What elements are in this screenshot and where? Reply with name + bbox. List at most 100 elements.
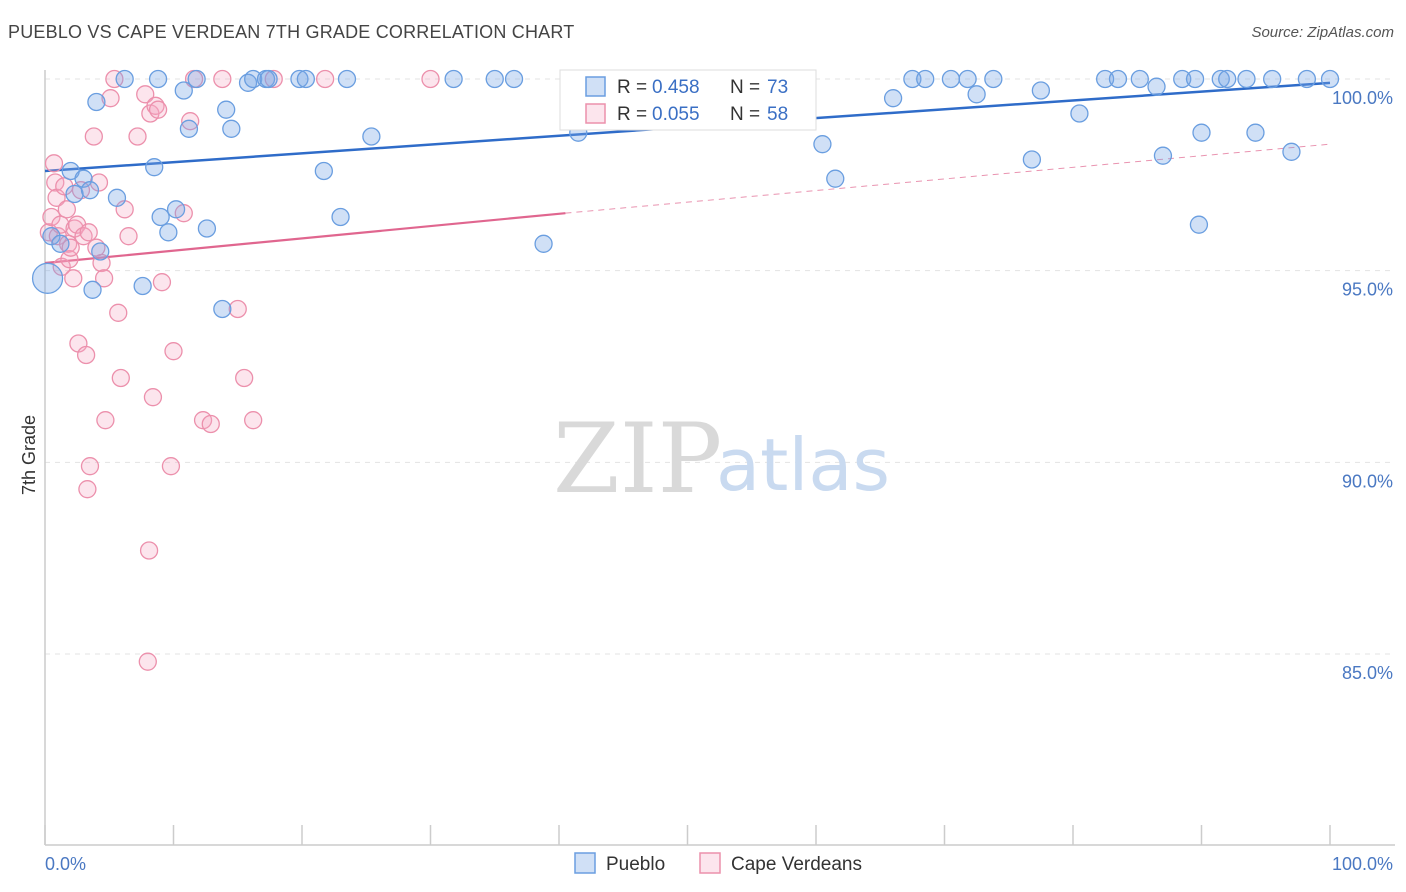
pueblo-n-label: N = bbox=[730, 77, 760, 98]
pueblo-point bbox=[1153, 146, 1173, 165]
pueblo-point bbox=[87, 92, 106, 112]
cape-verdeans-point bbox=[143, 388, 163, 407]
pueblo-point bbox=[151, 207, 170, 227]
pueblo-point bbox=[903, 69, 922, 89]
cape-verdeans-point bbox=[76, 345, 96, 365]
pueblo-point bbox=[145, 158, 164, 177]
cape-verdeans-trend-extension bbox=[565, 143, 1331, 214]
cape-verdeans-point bbox=[94, 269, 114, 288]
pueblo-point bbox=[296, 69, 316, 89]
pueblo-point bbox=[51, 234, 70, 253]
pueblo-point bbox=[967, 85, 986, 104]
cape-verdeans-point bbox=[61, 238, 80, 257]
cape-verdeans-n-label: N = bbox=[730, 104, 760, 125]
pueblo-point bbox=[485, 69, 504, 89]
pueblo-point bbox=[91, 242, 110, 261]
cape-verdeans-r-value: 0.055 bbox=[652, 104, 700, 125]
cape-verdeans-point bbox=[79, 223, 98, 242]
cape-verdeans-point bbox=[244, 411, 263, 430]
pueblo-point bbox=[1022, 150, 1042, 169]
cape-verdeans-r-label: R = bbox=[617, 104, 647, 125]
pueblo-point bbox=[314, 161, 333, 181]
pueblo-point bbox=[1320, 69, 1340, 89]
pueblo-point bbox=[826, 169, 845, 188]
cape-verdeans-point bbox=[213, 69, 232, 89]
cape-verdeans-trend-line bbox=[44, 212, 566, 265]
cape-verdeans-point bbox=[138, 652, 157, 671]
pueblo-point bbox=[1192, 123, 1211, 142]
source-label: Source: ZipAtlas.com bbox=[1251, 24, 1394, 41]
pueblo-point bbox=[107, 188, 127, 207]
pueblo-point bbox=[1070, 104, 1089, 123]
pueblo-point bbox=[1237, 69, 1256, 89]
pueblo-point bbox=[444, 69, 463, 89]
pueblo-series-swatch bbox=[574, 852, 596, 874]
pueblo-n-value: 73 bbox=[767, 77, 788, 98]
pueblo-point bbox=[916, 69, 935, 89]
cape-verdeans-point bbox=[44, 154, 64, 173]
pueblo-point bbox=[166, 200, 186, 219]
pueblo-point bbox=[213, 299, 232, 319]
stats-legend: R = 0.458 N = 73 R = 0.055 N = 58 bbox=[559, 69, 817, 131]
watermark-atlas: atlas bbox=[716, 423, 890, 507]
pueblo-points bbox=[31, 69, 1340, 319]
cape-verdeans-point bbox=[161, 457, 181, 476]
pueblo-point bbox=[1173, 69, 1192, 89]
pueblo-point bbox=[197, 219, 217, 238]
pueblo-point bbox=[1263, 69, 1282, 89]
y-tick-label: 85.0% bbox=[1342, 663, 1393, 683]
pueblo-point bbox=[115, 69, 134, 89]
pueblo-point bbox=[1095, 69, 1115, 89]
cape-verdeans-point bbox=[264, 69, 283, 89]
pueblo-point bbox=[1218, 69, 1237, 89]
pueblo-point bbox=[80, 181, 100, 200]
pueblo-point bbox=[331, 207, 350, 227]
chart-title: PUEBLO VS CAPE VERDEAN 7TH GRADE CORRELA… bbox=[8, 22, 575, 42]
cape-verdeans-point bbox=[152, 273, 172, 292]
pueblo-point bbox=[1130, 69, 1149, 89]
pueblo-point bbox=[159, 223, 178, 242]
cape-verdeans-legend-swatch bbox=[585, 103, 606, 124]
pueblo-r-value: 0.458 bbox=[652, 77, 700, 98]
cape-verdeans-n-value: 58 bbox=[767, 104, 788, 125]
cape-verdeans-point bbox=[139, 541, 159, 560]
pueblo-point bbox=[1297, 69, 1317, 89]
pueblo-legend-swatch bbox=[585, 76, 606, 97]
pueblo-point bbox=[179, 119, 199, 138]
pueblo-point bbox=[984, 69, 1003, 89]
cape-verdeans-point bbox=[421, 69, 440, 89]
pueblo-point bbox=[148, 69, 168, 89]
pueblo-point bbox=[259, 69, 278, 89]
x-tick-label-min: 0.0% bbox=[45, 854, 86, 874]
pueblo-point bbox=[1185, 69, 1205, 89]
y-tick-label: 90.0% bbox=[1342, 471, 1393, 491]
watermark-zip: ZIP bbox=[553, 403, 722, 515]
pueblo-point bbox=[74, 169, 93, 188]
cape-verdeans-point bbox=[78, 480, 97, 499]
cape-verdeans-points bbox=[39, 69, 440, 671]
cape-verdeans-point bbox=[96, 411, 115, 430]
pueblo-point bbox=[1108, 69, 1128, 89]
pueblo-point bbox=[133, 276, 152, 296]
pueblo-point bbox=[244, 69, 263, 89]
pueblo-point bbox=[362, 127, 381, 146]
cape-verdeans-point bbox=[315, 69, 335, 89]
pueblo-point bbox=[83, 280, 102, 299]
pueblo-point bbox=[1189, 215, 1209, 234]
cape-verdeans-point bbox=[201, 414, 220, 434]
pueblo-point bbox=[958, 69, 977, 89]
y-tick-label: 95.0% bbox=[1342, 280, 1393, 300]
pueblo-point bbox=[1031, 81, 1051, 100]
stats-legend-box bbox=[559, 69, 817, 131]
pueblo-point bbox=[222, 119, 241, 138]
y-tick-labels: 85.0% 90.0% 95.0% 100.0% bbox=[1332, 88, 1393, 683]
series-legend: Pueblo Cape Verdeans bbox=[574, 852, 862, 875]
pueblo-point bbox=[174, 81, 193, 100]
pueblo-point bbox=[217, 100, 236, 119]
pueblo-r-label: R = bbox=[617, 77, 647, 98]
cape-verdeans-point bbox=[46, 173, 65, 192]
y-axis-label: 7th Grade bbox=[19, 415, 39, 495]
cape-verdeans-point bbox=[228, 299, 247, 319]
pueblo-point bbox=[813, 135, 832, 154]
